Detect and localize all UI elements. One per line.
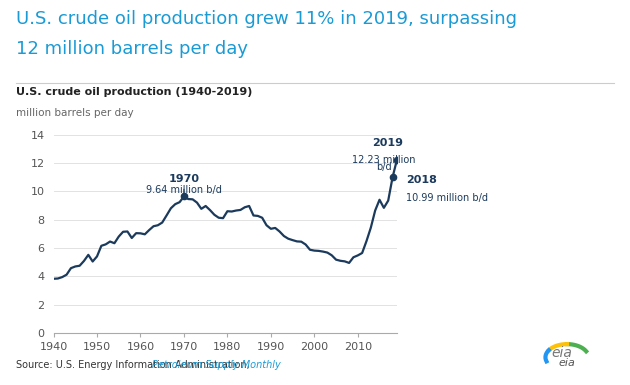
Text: 2019: 2019	[372, 138, 403, 148]
Text: million barrels per day: million barrels per day	[16, 108, 134, 118]
Text: 9.64 million b/d: 9.64 million b/d	[146, 185, 222, 195]
Text: Source: U.S. Energy Information Administration,: Source: U.S. Energy Information Administ…	[16, 360, 253, 370]
Text: b/d: b/d	[376, 162, 392, 172]
Text: 1970: 1970	[168, 174, 200, 184]
Text: 12.23 million: 12.23 million	[352, 155, 416, 165]
Text: 2018: 2018	[406, 175, 437, 185]
Text: U.S. crude oil production grew 11% in 2019, surpassing: U.S. crude oil production grew 11% in 20…	[16, 10, 517, 28]
Text: U.S. crude oil production (1940-2019): U.S. crude oil production (1940-2019)	[16, 87, 252, 97]
Text: 10.99 million b/d: 10.99 million b/d	[406, 192, 488, 203]
Text: eia: eia	[551, 346, 572, 360]
Text: Petroleum Supply Monthly: Petroleum Supply Monthly	[152, 360, 281, 370]
Text: 12 million barrels per day: 12 million barrels per day	[16, 40, 248, 59]
Text: eia: eia	[559, 358, 575, 368]
